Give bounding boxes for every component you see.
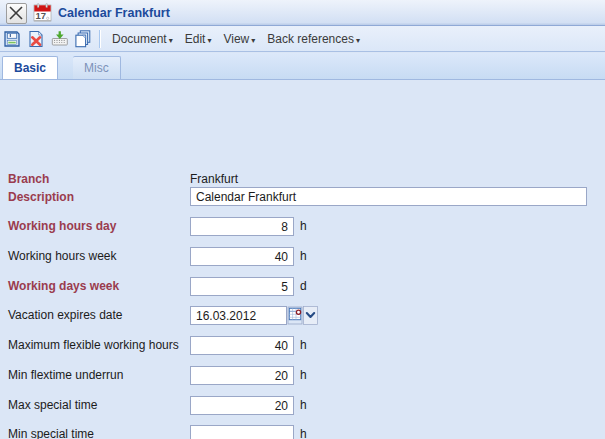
svg-text:17: 17 bbox=[36, 10, 47, 21]
